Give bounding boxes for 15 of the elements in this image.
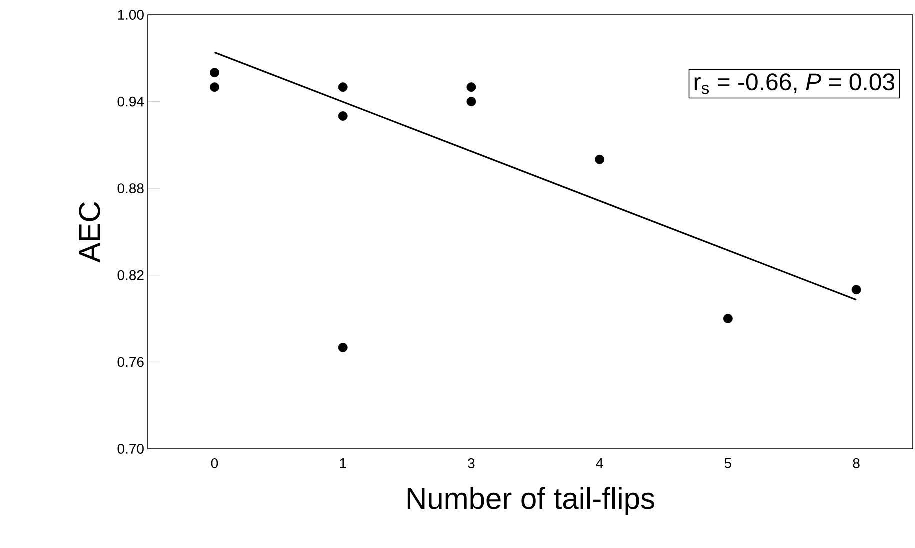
- x-tick-label: 8: [853, 458, 860, 468]
- x-tick-label: 5: [724, 458, 732, 468]
- y-tick-label: 0.82: [118, 270, 144, 280]
- x-tick-label: 0: [211, 458, 218, 468]
- x-tick-label: 4: [596, 458, 604, 468]
- y-tick-label: 0.88: [118, 184, 144, 194]
- y-tick-label: 0.70: [118, 444, 144, 454]
- x-axis-title: Number of tail-flips: [408, 487, 654, 516]
- y-axis-title: AEC: [79, 202, 100, 263]
- y-tick-label: 0.76: [118, 357, 144, 368]
- annotation: r$_{s}$ = -0.66, P = 0.03: [694, 74, 895, 94]
- y-tick-label: 0.94: [118, 96, 144, 107]
- y-tick-label: 1.00: [118, 10, 144, 20]
- x-tick-label: 1: [340, 458, 346, 468]
- x-tick-label: 3: [468, 458, 475, 468]
